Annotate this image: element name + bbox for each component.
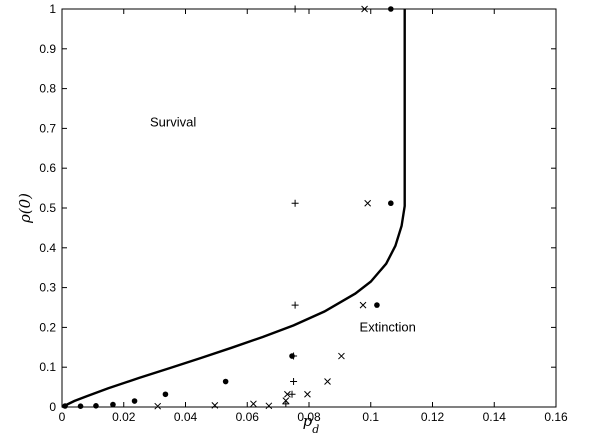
y-tick-label: 0.7 bbox=[39, 121, 56, 135]
cross-marker bbox=[304, 390, 311, 398]
dot-marker bbox=[388, 200, 394, 207]
plus-marker bbox=[288, 390, 296, 398]
y-tick-label: 0.8 bbox=[39, 82, 56, 96]
x-axis-ticks: 0 0.02 0.04 0.06 0.08 0.1 0.12 0.14 0.16 bbox=[59, 9, 568, 424]
plus-marker bbox=[290, 352, 298, 360]
region-label-survival: Survival bbox=[150, 114, 196, 129]
y-axis-ticks: 0 0.1 0.2 0.3 0.4 0.5 0.6 0.7 0.8 0.9 1 bbox=[39, 2, 556, 414]
boundary-curve bbox=[61, 9, 406, 409]
y-tick-label: 0.9 bbox=[39, 42, 56, 56]
dot-marker bbox=[388, 6, 394, 12]
x-tick-label: 0.1 bbox=[362, 410, 379, 424]
x-tick-label: 0.14 bbox=[483, 410, 507, 424]
x-tick-label: 0 bbox=[59, 410, 66, 424]
dot-marker bbox=[110, 401, 116, 408]
data-markers bbox=[62, 5, 394, 410]
x-tick-label: 0.02 bbox=[112, 410, 136, 424]
cross-marker bbox=[364, 199, 372, 207]
dot-marker bbox=[374, 302, 380, 308]
y-tick-label: 0.2 bbox=[39, 320, 56, 334]
cross-marker bbox=[154, 402, 162, 410]
x-tick-label: 0.16 bbox=[544, 410, 568, 424]
plus-marker bbox=[291, 301, 299, 309]
cross-marker bbox=[338, 352, 345, 360]
cross-marker bbox=[211, 402, 219, 409]
x-tick-label: 0.08 bbox=[297, 410, 321, 424]
dot-marker bbox=[93, 403, 99, 409]
plus-marker bbox=[291, 199, 299, 207]
plot-frame bbox=[61, 8, 557, 408]
dot-marker bbox=[131, 398, 138, 404]
cross-marker bbox=[361, 5, 368, 13]
y-tick-label: 0.5 bbox=[39, 201, 56, 215]
y-tick-label: 0.4 bbox=[39, 241, 56, 255]
plus-marker bbox=[291, 5, 299, 13]
y-tick-label: 0.1 bbox=[39, 360, 56, 374]
cross-marker bbox=[359, 301, 367, 309]
x-tick-label: 0.06 bbox=[236, 410, 260, 424]
cross-marker bbox=[324, 378, 331, 385]
dot-marker bbox=[222, 378, 229, 385]
cross-marker bbox=[265, 402, 273, 410]
cross-marker bbox=[284, 390, 291, 398]
y-tick-label: 0.3 bbox=[39, 281, 56, 295]
cross-marker bbox=[250, 400, 257, 408]
dot-marker bbox=[162, 391, 169, 398]
dot-marker bbox=[77, 403, 84, 410]
y-tick-label: 0 bbox=[49, 400, 56, 414]
y-tick-label: 0.6 bbox=[39, 161, 56, 175]
region-label-extinction: Extinction bbox=[360, 319, 416, 334]
plus-marker bbox=[290, 378, 298, 386]
y-axis-label: ρ(0) bbox=[16, 193, 34, 224]
x-tick-label: 0.12 bbox=[421, 410, 445, 424]
x-axis-label: pd bbox=[303, 412, 320, 436]
plus-marker bbox=[282, 400, 290, 408]
x-tick-label: 0.04 bbox=[174, 410, 198, 424]
dot-marker bbox=[62, 403, 68, 409]
y-tick-label: 1 bbox=[49, 2, 56, 16]
